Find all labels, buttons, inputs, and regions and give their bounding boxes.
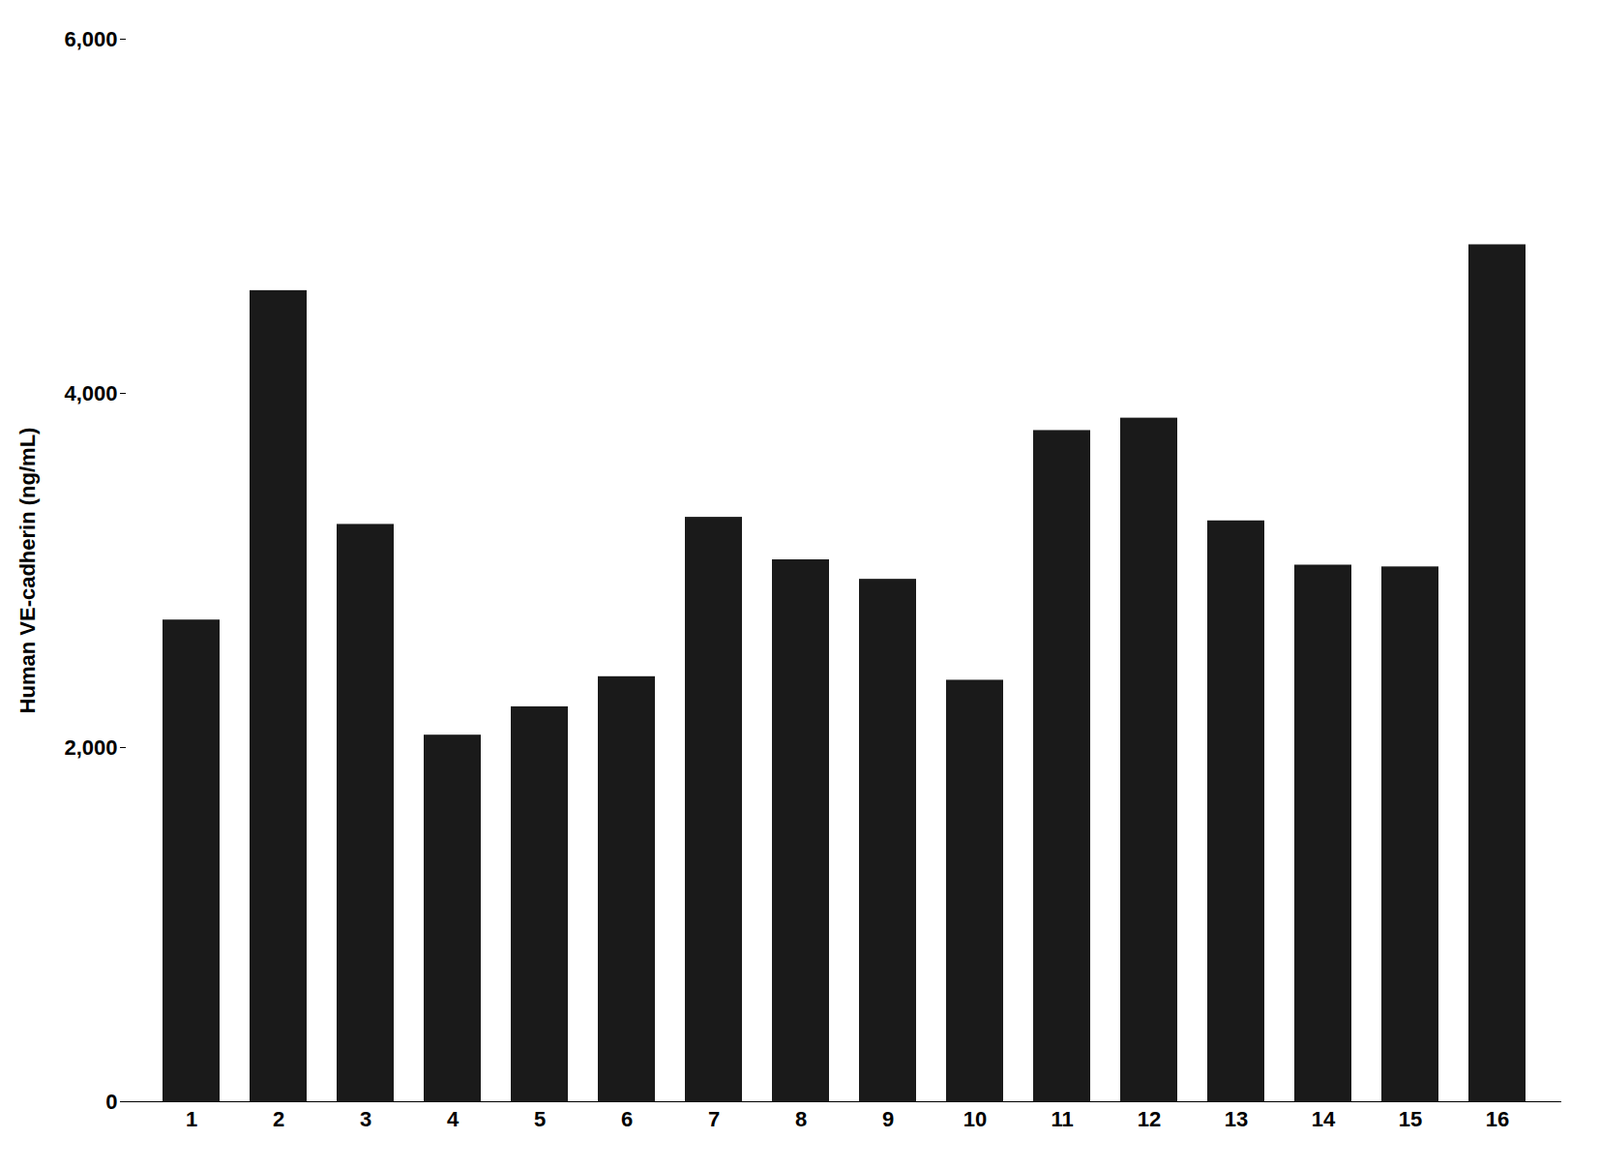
svg-text:3: 3 xyxy=(359,1106,372,1131)
svg-text:12: 12 xyxy=(1137,1106,1161,1131)
svg-text:6: 6 xyxy=(621,1106,633,1131)
svg-text:2: 2 xyxy=(272,1106,285,1131)
svg-text:Human VE-cadherin (ng/mL): Human VE-cadherin (ng/mL) xyxy=(15,427,40,714)
svg-text:1: 1 xyxy=(185,1106,198,1131)
svg-text:10: 10 xyxy=(963,1106,987,1131)
svg-text:14: 14 xyxy=(1311,1106,1336,1131)
svg-text:13: 13 xyxy=(1224,1106,1248,1131)
svg-text:7: 7 xyxy=(708,1106,720,1131)
svg-text:6,000: 6,000 xyxy=(63,27,118,52)
svg-text:8: 8 xyxy=(795,1106,807,1131)
svg-text:2,000: 2,000 xyxy=(63,735,118,760)
svg-text:9: 9 xyxy=(882,1106,894,1131)
svg-text:0: 0 xyxy=(105,1089,118,1114)
svg-text:15: 15 xyxy=(1398,1106,1423,1131)
svg-text:4: 4 xyxy=(446,1106,460,1131)
svg-text:5: 5 xyxy=(533,1106,546,1131)
svg-text:16: 16 xyxy=(1485,1106,1510,1131)
svg-text:4,000: 4,000 xyxy=(63,381,118,406)
svg-text:11: 11 xyxy=(1050,1106,1073,1131)
